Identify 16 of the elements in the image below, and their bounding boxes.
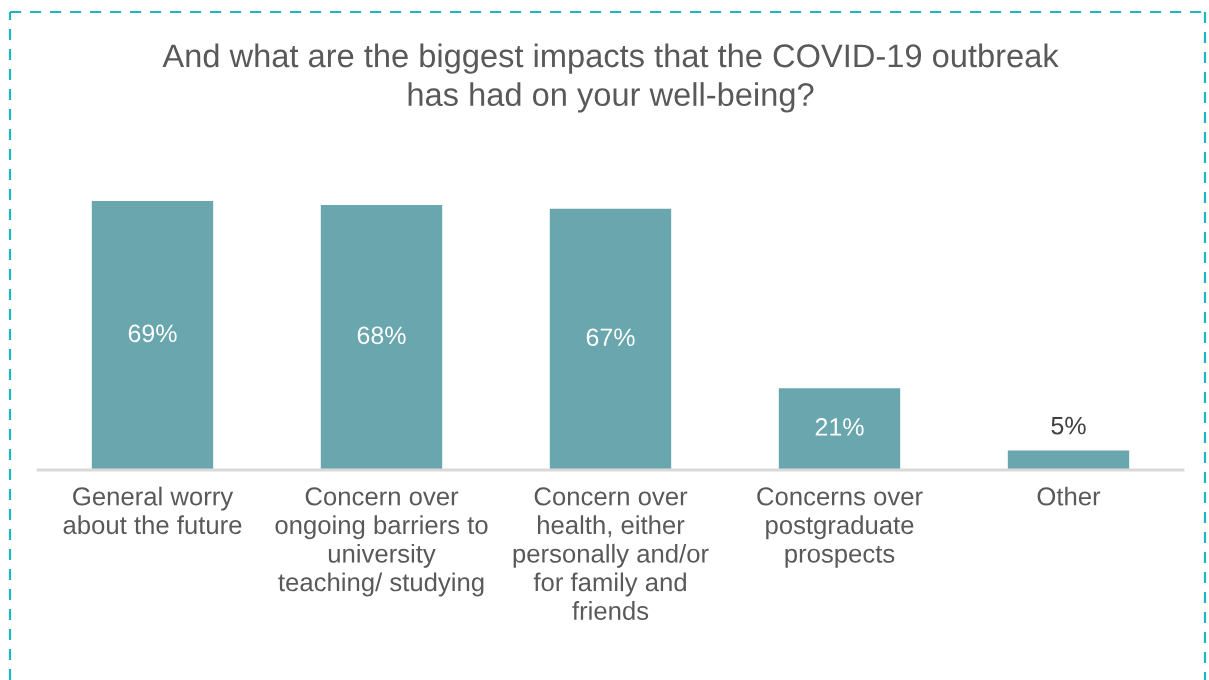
x-tick-label: Concern over ongoing barriers to university teaching/ studying: [275, 487, 488, 597]
bar: [549, 208, 672, 470]
x-tick-label: Concerns over postgraduate prospects: [757, 487, 923, 568]
bar: [778, 388, 901, 470]
data-label: 69%: [128, 324, 177, 343]
data-label: 5%: [1051, 416, 1086, 435]
x-tick-label: Concern over health, either personally and/or for family and friends: [513, 487, 709, 620]
bar: [91, 201, 214, 470]
bar: [1007, 450, 1130, 470]
data-label: 67%: [586, 328, 635, 347]
bar: [320, 204, 443, 470]
chart-title: And what are the biggest impacts that the COVID-19 outbreak has had on your well-being?: [162, 43, 1059, 113]
data-label: 68%: [357, 326, 406, 345]
data-label: 21%: [815, 418, 864, 436]
x-tick-label: General worry about the future: [63, 486, 242, 535]
x-tick-label: Other: [1037, 486, 1101, 506]
